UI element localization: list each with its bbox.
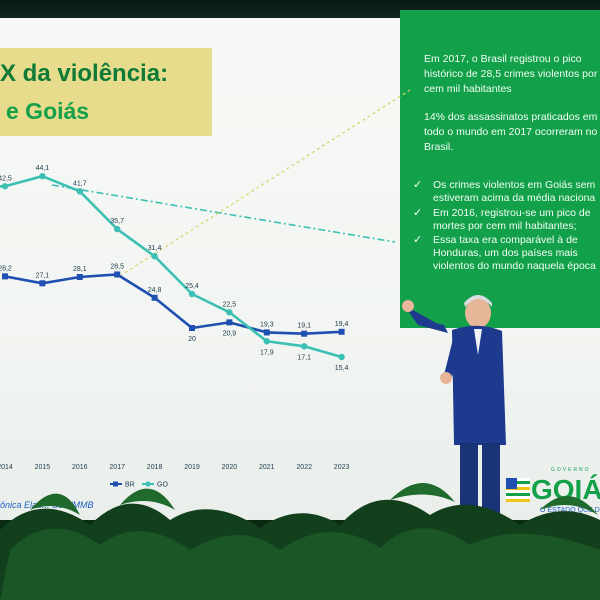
data-point-go bbox=[226, 309, 233, 316]
data-point-br bbox=[2, 273, 8, 280]
data-point-go bbox=[338, 353, 345, 361]
panel-paragraph-1: Em 2017, o Brasil registrou o pico histó… bbox=[424, 53, 598, 95]
data-point-go bbox=[151, 253, 158, 260]
panel-bullet-line: estiveram acima da média naciona bbox=[433, 192, 596, 204]
data-point-br bbox=[39, 280, 46, 287]
data-label: 19,1 bbox=[297, 323, 311, 330]
data-point-br bbox=[338, 328, 345, 335]
logo-tagline: O ESTADO QUE D bbox=[540, 507, 600, 514]
data-point-go bbox=[301, 343, 308, 350]
x-tick-label: 2019 bbox=[184, 464, 200, 471]
data-label: 44,1 bbox=[36, 165, 50, 172]
data-point-br bbox=[301, 330, 308, 337]
panel-paragraph-2: 14% dos assassinatos praticados em todo … bbox=[424, 111, 598, 153]
data-point-go bbox=[263, 338, 270, 345]
panel-bullet-line: Honduras, um dos países mais bbox=[433, 247, 578, 259]
panel-bullet-line: Em 2016, registrou-se um pico de bbox=[433, 207, 591, 219]
data-label: 35,7 bbox=[110, 218, 124, 225]
x-tick-label: 2014 bbox=[0, 464, 13, 471]
x-tick-label: 2021 bbox=[259, 464, 275, 471]
x-tick-label: 2016 bbox=[72, 464, 88, 471]
data-label: 17,9 bbox=[260, 349, 274, 356]
panel-bullet-line: Essa taxa era comparável à de bbox=[433, 234, 578, 246]
panel-bullet-line: violentos do mundo naquela época bbox=[433, 260, 596, 272]
data-label: 19,4 bbox=[335, 321, 349, 328]
series-line-go bbox=[0, 174, 342, 359]
logo-top-text: GOVERNO bbox=[551, 467, 591, 473]
panel-bullet-line: mortes por cem mil habitantes; bbox=[433, 220, 577, 232]
data-point-br bbox=[226, 319, 233, 326]
x-tick-label: 2017 bbox=[109, 464, 125, 471]
data-label: 20,9 bbox=[223, 330, 237, 337]
data-label: 17,1 bbox=[297, 354, 311, 361]
data-label: 42,5 bbox=[0, 175, 12, 182]
goias-flag-icon bbox=[506, 478, 530, 502]
slide-title-box bbox=[0, 48, 212, 136]
slide-title-line2: e Goiás bbox=[6, 98, 90, 124]
x-tick-label: 2015 bbox=[35, 464, 51, 471]
data-label: 27,1 bbox=[36, 272, 50, 279]
legend-label: BR bbox=[125, 482, 135, 489]
data-label: 15,4 bbox=[335, 365, 349, 372]
slide-title-line1: X da violência: bbox=[0, 60, 169, 87]
data-point-go bbox=[39, 172, 46, 180]
x-tick-label: 2023 bbox=[334, 464, 350, 471]
series-line-br bbox=[4, 273, 342, 335]
data-label: 41,7 bbox=[73, 180, 87, 187]
data-point-br bbox=[151, 294, 158, 301]
data-label: 22,5 bbox=[223, 301, 237, 308]
data-label: 25,4 bbox=[185, 283, 199, 290]
data-label: 24,8 bbox=[148, 287, 162, 294]
check-icon: ✓ bbox=[413, 234, 423, 246]
data-label: 28,1 bbox=[73, 266, 87, 273]
legend-marker bbox=[113, 481, 118, 487]
data-point-br bbox=[263, 329, 270, 336]
stage-foliage bbox=[0, 482, 600, 600]
panel-bullet-line: Os crimes violentos em Goiás sem bbox=[433, 179, 596, 191]
data-label: 20 bbox=[188, 336, 196, 343]
check-icon: ✓ bbox=[413, 179, 423, 191]
data-label: 28,2 bbox=[0, 265, 12, 272]
x-tick-label: 2018 bbox=[147, 464, 163, 471]
data-label: 28,5 bbox=[110, 263, 124, 270]
data-point-br bbox=[114, 271, 121, 278]
x-tick-label: 2022 bbox=[296, 464, 312, 471]
trend-dash-line bbox=[51, 184, 396, 243]
pointer-dotted-line bbox=[119, 89, 411, 277]
info-panel bbox=[400, 10, 600, 328]
data-point-br bbox=[189, 325, 195, 332]
data-point-go bbox=[188, 290, 196, 298]
legend-label: GO bbox=[157, 482, 168, 489]
legend-marker bbox=[145, 481, 151, 487]
check-icon: ✓ bbox=[413, 207, 423, 219]
data-label: 19,3 bbox=[260, 321, 274, 328]
data-point-go bbox=[1, 183, 9, 190]
data-point-br bbox=[76, 273, 83, 280]
data-point-go bbox=[76, 188, 84, 195]
data-point-go bbox=[114, 225, 121, 233]
x-tick-label: 2020 bbox=[222, 464, 238, 471]
data-label: 31,4 bbox=[148, 245, 162, 252]
